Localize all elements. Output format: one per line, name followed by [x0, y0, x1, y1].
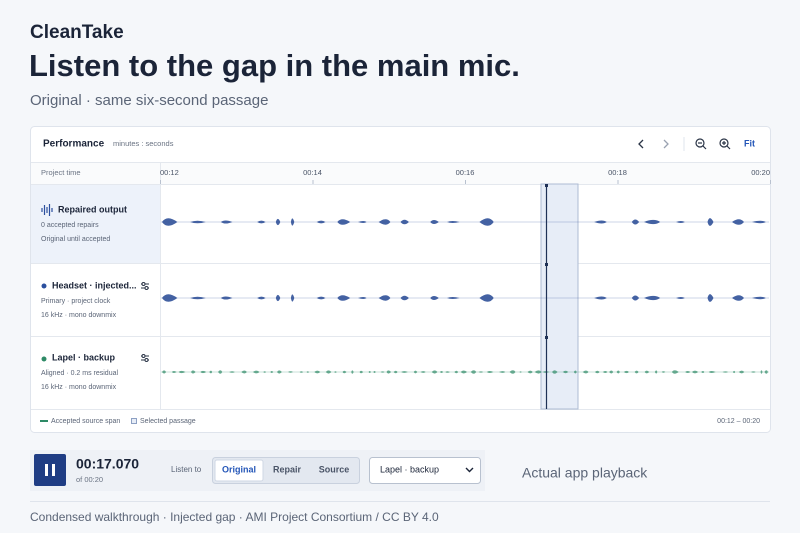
ruler-tick-label: 00:12 [160, 168, 179, 177]
track-dot [41, 356, 47, 362]
waveforms [161, 218, 769, 374]
waveform-icon [41, 204, 53, 216]
waveform [162, 294, 766, 302]
duration: of 00:20 [76, 475, 103, 484]
page-title: Listen to the gap in the main mic. [29, 48, 520, 83]
ruler-tick-label: 00:18 [608, 168, 627, 177]
ruler-tick-label: 00:16 [456, 168, 475, 177]
side-note: Actual app playback [522, 465, 648, 481]
track-name: Lapel · backup [52, 352, 116, 362]
fit-button[interactable]: Fit [744, 138, 755, 148]
track-name: Repaired output [58, 204, 127, 214]
listen-label: Listen to [171, 465, 202, 474]
legend-label: Accepted source span [51, 418, 120, 425]
footer: Condensed walkthrough · Injected gap · A… [30, 510, 439, 524]
waveform [162, 218, 766, 226]
listen-option[interactable]: Original [222, 464, 256, 474]
pause-button[interactable] [34, 454, 66, 486]
legend-label: Selected passage [140, 418, 196, 425]
source-select[interactable] [369, 457, 481, 484]
track-detail: Primary · project clock [41, 298, 111, 305]
track-dot [41, 283, 47, 289]
playhead-handle [545, 263, 548, 266]
settings-button[interactable] [141, 354, 149, 362]
visible-range: 00:12 – 00:20 [717, 418, 760, 425]
playhead-handle [545, 184, 548, 187]
track-header-selected [31, 185, 160, 263]
waveform [162, 370, 768, 374]
legend-swatch [131, 418, 137, 424]
zoom-in-button[interactable] [719, 138, 731, 150]
performance-panel [30, 126, 771, 433]
pause-icon [52, 464, 55, 476]
panel-units: minutes : seconds [113, 139, 174, 148]
ruler-label: Project time [41, 168, 81, 177]
settings-button[interactable] [141, 282, 149, 290]
ruler [31, 163, 770, 184]
source-select-value[interactable]: Lapel · backup [380, 464, 439, 474]
playhead-handle [545, 336, 548, 339]
listen-option[interactable]: Repair [273, 464, 302, 474]
app-name: CleanTake [30, 22, 124, 43]
track-detail: 16 kHz · mono downmix [41, 384, 117, 391]
zoom-out-button[interactable] [695, 138, 707, 150]
track-name: Headset · injected... [52, 280, 137, 290]
option-selected [214, 459, 264, 482]
pause-icon [45, 464, 48, 476]
ruler-tick-label: 00:14 [303, 168, 322, 177]
track-detail: 0 accepted repairs [41, 222, 99, 229]
track-detail: Original until accepted [41, 236, 110, 243]
select-chevron [465, 467, 474, 473]
listen-option[interactable]: Source [319, 464, 350, 474]
current-time: 00:17.070 [76, 456, 139, 472]
track-detail: Aligned · 0.2 ms residual [41, 370, 118, 377]
page-subtitle: Original · same six-second passage [30, 92, 268, 109]
prev-button[interactable] [638, 139, 644, 149]
ruler-tick-label: 00:20 [751, 168, 770, 177]
panel-title: Performance [43, 139, 105, 150]
next-button[interactable] [663, 139, 669, 149]
track-detail: 16 kHz · mono downmix [41, 312, 117, 319]
